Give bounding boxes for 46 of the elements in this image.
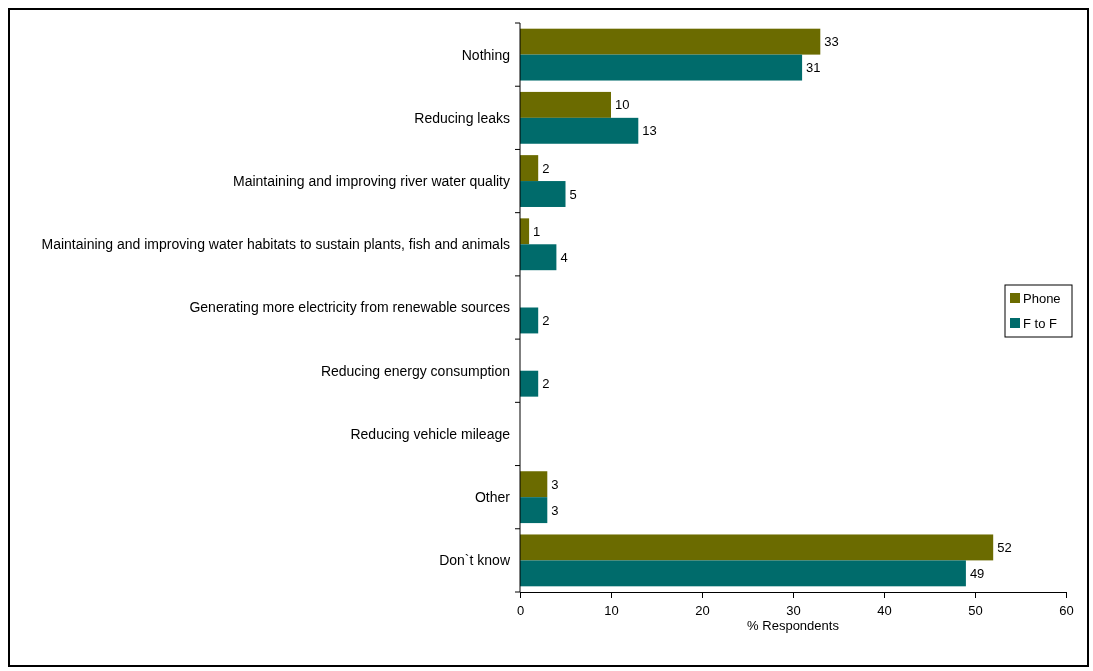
bar: [520, 497, 548, 524]
data-label: 49: [969, 565, 985, 581]
bar: [520, 155, 539, 182]
legend-label: Phone: [1023, 290, 1061, 306]
data-label: 10: [615, 97, 630, 113]
bar: [520, 91, 611, 118]
data-label: 13: [642, 123, 657, 139]
legend-label: F to F: [1023, 315, 1058, 331]
data-label: 2: [542, 313, 550, 329]
data-label: 5: [569, 186, 577, 202]
y-tick-label: Maintaining and improving water habitats to sustain plants, fish and animals: [41, 236, 510, 253]
data-label: 4: [560, 249, 568, 265]
y-tick-label: Reducing energy consumption: [320, 362, 510, 379]
x-tick-label: 20: [695, 603, 710, 619]
y-tick-label: Reducing leaks: [414, 109, 510, 126]
bar: [520, 28, 821, 55]
data-label: 3: [551, 476, 559, 492]
data-label: 2: [542, 376, 550, 392]
x-tick-label: 0: [516, 603, 525, 619]
y-tick-label: Generating more electricity from renewable sources: [189, 299, 510, 316]
data-label: 1: [533, 223, 541, 239]
data-label: 3: [551, 502, 559, 518]
bar: [520, 560, 966, 587]
y-tick-label: Nothing: [461, 46, 510, 63]
x-tick-label: 50: [968, 603, 983, 619]
bar: [520, 54, 803, 81]
bar: [520, 534, 994, 561]
y-tick-label: Other: [474, 489, 511, 506]
data-label: 52: [997, 539, 1012, 555]
y-tick-label: Reducing vehicle mileage: [350, 425, 511, 442]
data-label: 33: [824, 34, 839, 50]
data-label: 2: [542, 160, 550, 176]
x-tick-label: 60: [1059, 603, 1074, 619]
x-tick-label: 40: [877, 603, 892, 619]
bar: [520, 181, 566, 207]
x-tick-label: 10: [604, 603, 619, 619]
bar: [520, 471, 548, 498]
bar: [520, 307, 539, 334]
bar: [520, 370, 539, 397]
bar: [520, 244, 557, 271]
x-tick-label: 30: [786, 603, 801, 619]
y-tick-label: Don`t know: [439, 552, 511, 569]
x-axis-title: % Respondents: [747, 618, 840, 633]
data-label: 31: [806, 60, 821, 76]
y-tick-label: Maintaining and improving river water quality: [232, 172, 510, 189]
bar: [520, 117, 639, 144]
